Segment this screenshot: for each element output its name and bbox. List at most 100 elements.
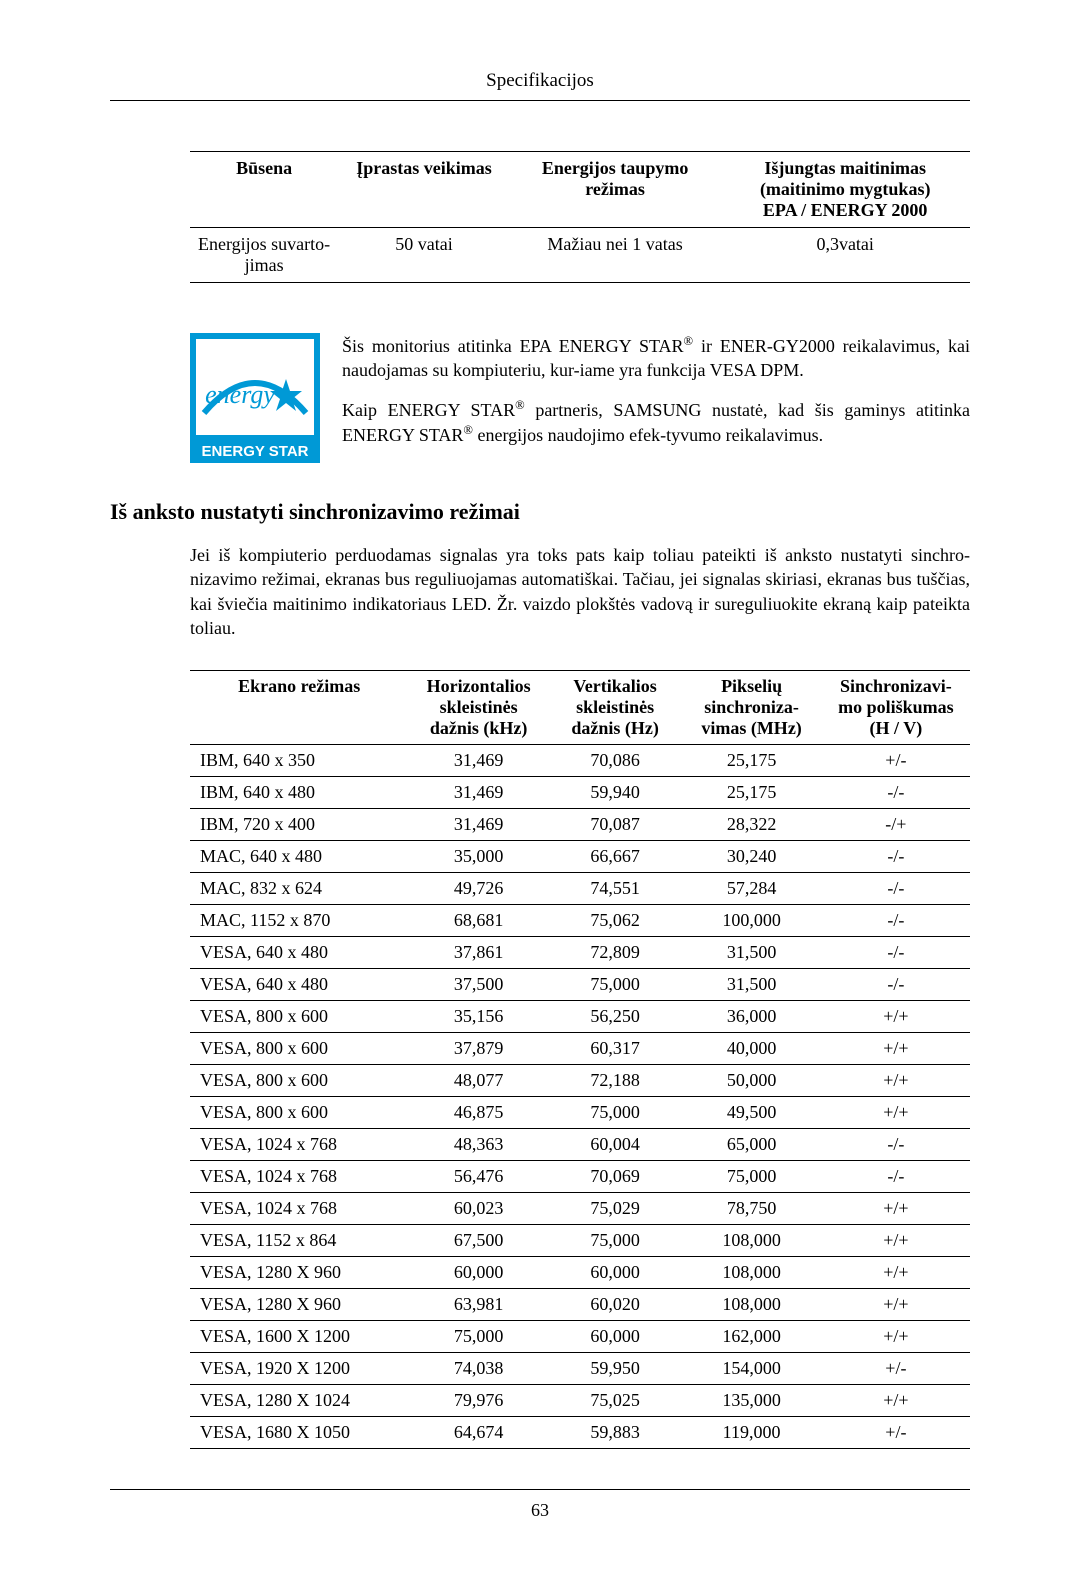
cell-vfreq: 60,020 (549, 1289, 682, 1321)
cell-hfreq: 31,469 (408, 809, 548, 841)
t2-head-vfreq: Vertikalios skleistinės dažnis (Hz) (549, 671, 682, 745)
cell-hfreq: 60,023 (408, 1193, 548, 1225)
cell-hfreq: 31,469 (408, 745, 548, 777)
cell-hfreq: 48,363 (408, 1129, 548, 1161)
t1-cell-state-l2: jimas (245, 255, 284, 275)
cell-pixel: 65,000 (681, 1129, 821, 1161)
cell-polarity: -/- (822, 905, 970, 937)
energy-star-para-1: Šis monitorius atitinka EPA ENERGY STAR®… (342, 333, 970, 383)
cell-mode: MAC, 640 x 480 (190, 841, 408, 873)
table-row: VESA, 800 x 60046,87575,00049,500+/+ (190, 1097, 970, 1129)
cell-mode: VESA, 800 x 600 (190, 1033, 408, 1065)
cell-pixel: 31,500 (681, 937, 821, 969)
t2-h4-l3: vimas (MHz) (701, 718, 801, 738)
cell-polarity: +/+ (822, 1225, 970, 1257)
cell-vfreq: 75,000 (549, 1097, 682, 1129)
table-row: VESA, 640 x 48037,86172,80931,500-/- (190, 937, 970, 969)
power-table-wrapper: Būsena Įprastas veikimas Energijos taupy… (190, 151, 970, 463)
cell-vfreq: 60,000 (549, 1257, 682, 1289)
cell-pixel: 108,000 (681, 1225, 821, 1257)
table-row: IBM, 640 x 35031,46970,08625,175+/- (190, 745, 970, 777)
t1-cell-off: 0,3vatai (720, 228, 970, 283)
cell-polarity: -/- (822, 969, 970, 1001)
cell-hfreq: 48,077 (408, 1065, 548, 1097)
cell-polarity: +/+ (822, 1001, 970, 1033)
cell-pixel: 135,000 (681, 1385, 821, 1417)
energy-star-text: Šis monitorius atitinka EPA ENERGY STAR®… (342, 333, 970, 447)
cell-mode: IBM, 640 x 350 (190, 745, 408, 777)
cell-hfreq: 75,000 (408, 1321, 548, 1353)
energy-star-block: energy ENERGY STAR Šis monitorius atitin… (190, 333, 970, 463)
registered-symbol: ® (684, 334, 694, 348)
es-p2-c: energijos naudojimo efek-tyvumo reikalav… (473, 425, 823, 445)
table-row: IBM, 640 x 48031,46959,94025,175-/- (190, 777, 970, 809)
cell-pixel: 25,175 (681, 777, 821, 809)
table-row: VESA, 640 x 48037,50075,00031,500-/- (190, 969, 970, 1001)
cell-polarity: -/- (822, 1129, 970, 1161)
cell-polarity: +/+ (822, 1257, 970, 1289)
cell-pixel: 119,000 (681, 1417, 821, 1449)
table-row: IBM, 720 x 40031,46970,08728,322-/+ (190, 809, 970, 841)
table-row: VESA, 1024 x 76848,36360,00465,000-/- (190, 1129, 970, 1161)
cell-vfreq: 60,000 (549, 1321, 682, 1353)
cell-vfreq: 75,000 (549, 1225, 682, 1257)
energy-star-logo-label: ENERGY STAR (202, 443, 309, 460)
document-page: Specifikacijos Būsena Įprastas veikimas … (0, 0, 1080, 1571)
t2-head-hfreq: Horizontalios skleistinės dažnis (kHz) (408, 671, 548, 745)
section2-body: Jei iš kompiuterio perduodamas signalas … (190, 543, 970, 1449)
table-row: MAC, 832 x 62449,72674,55157,284-/- (190, 873, 970, 905)
cell-pixel: 31,500 (681, 969, 821, 1001)
cell-polarity: +/- (822, 1353, 970, 1385)
cell-mode: VESA, 1152 x 864 (190, 1225, 408, 1257)
t2-h4-l2: sinchroniza- (704, 697, 799, 717)
cell-pixel: 100,000 (681, 905, 821, 937)
t2-h5-l2: mo poliškumas (838, 697, 954, 717)
cell-mode: MAC, 832 x 624 (190, 873, 408, 905)
cell-hfreq: 31,469 (408, 777, 548, 809)
cell-pixel: 108,000 (681, 1257, 821, 1289)
table-row: VESA, 1280 X 96060,00060,000108,000+/+ (190, 1257, 970, 1289)
cell-hfreq: 74,038 (408, 1353, 548, 1385)
cell-hfreq: 68,681 (408, 905, 548, 937)
energy-star-logo: energy ENERGY STAR (190, 333, 320, 463)
es-p1-a: Šis monitorius atitinka EPA ENERGY STAR (342, 336, 684, 356)
cell-polarity: -/- (822, 937, 970, 969)
cell-pixel: 50,000 (681, 1065, 821, 1097)
cell-pixel: 25,175 (681, 745, 821, 777)
t1-cell-state: Energijos suvarto- jimas (190, 228, 338, 283)
table-row: MAC, 1152 x 87068,68175,062100,000-/- (190, 905, 970, 937)
cell-polarity: +/+ (822, 1289, 970, 1321)
cell-pixel: 57,284 (681, 873, 821, 905)
cell-pixel: 30,240 (681, 841, 821, 873)
cell-polarity: +/+ (822, 1321, 970, 1353)
cell-polarity: +/+ (822, 1193, 970, 1225)
t1-head-saving-l1: Energijos taupymo (542, 158, 689, 178)
cell-vfreq: 59,940 (549, 777, 682, 809)
cell-hfreq: 35,000 (408, 841, 548, 873)
table-row: MAC, 640 x 48035,00066,66730,240-/- (190, 841, 970, 873)
t1-head-off: Išjungtas maitinimas (maitinimo mygtukas… (720, 152, 970, 228)
table-row: VESA, 800 x 60035,15656,25036,000+/+ (190, 1001, 970, 1033)
cell-vfreq: 75,029 (549, 1193, 682, 1225)
cell-pixel: 40,000 (681, 1033, 821, 1065)
cell-hfreq: 60,000 (408, 1257, 548, 1289)
cell-polarity: +/+ (822, 1065, 970, 1097)
page-header-title: Specifikacijos (110, 70, 970, 101)
cell-pixel: 49,500 (681, 1097, 821, 1129)
cell-vfreq: 66,667 (549, 841, 682, 873)
cell-vfreq: 59,883 (549, 1417, 682, 1449)
cell-mode: VESA, 640 x 480 (190, 937, 408, 969)
cell-polarity: +/- (822, 745, 970, 777)
cell-vfreq: 75,000 (549, 969, 682, 1001)
cell-pixel: 162,000 (681, 1321, 821, 1353)
table-row: VESA, 1600 X 120075,00060,000162,000+/+ (190, 1321, 970, 1353)
cell-hfreq: 56,476 (408, 1161, 548, 1193)
cell-mode: VESA, 1280 X 960 (190, 1289, 408, 1321)
cell-vfreq: 70,086 (549, 745, 682, 777)
t1-row: Energijos suvarto- jimas 50 vatai Mažiau… (190, 228, 970, 283)
t1-head-off-l3: EPA / ENERGY 2000 (763, 200, 928, 220)
cell-vfreq: 56,250 (549, 1001, 682, 1033)
t2-head-polarity: Sinchronizavi- mo poliškumas (H / V) (822, 671, 970, 745)
cell-hfreq: 35,156 (408, 1001, 548, 1033)
cell-mode: VESA, 1680 X 1050 (190, 1417, 408, 1449)
